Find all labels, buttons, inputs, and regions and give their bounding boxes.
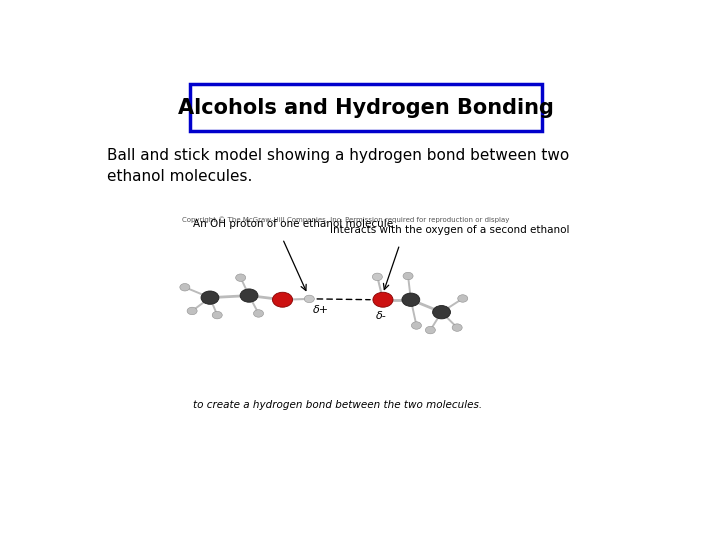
Text: to create a hydrogen bond between the two molecules.: to create a hydrogen bond between the tw…	[193, 400, 482, 409]
Circle shape	[272, 292, 292, 307]
FancyBboxPatch shape	[190, 84, 542, 131]
Circle shape	[433, 306, 451, 319]
Text: δ-: δ-	[376, 311, 387, 321]
Circle shape	[212, 312, 222, 319]
Circle shape	[452, 324, 462, 332]
Text: Alcohols and Hydrogen Bonding: Alcohols and Hydrogen Bonding	[179, 98, 554, 118]
Circle shape	[253, 310, 264, 317]
Circle shape	[372, 273, 382, 281]
Circle shape	[426, 326, 436, 334]
Text: An OH proton of one ethanol molecule: An OH proton of one ethanol molecule	[193, 219, 393, 229]
Circle shape	[187, 307, 197, 315]
Circle shape	[403, 272, 413, 280]
Circle shape	[240, 289, 258, 302]
Circle shape	[411, 322, 421, 329]
Circle shape	[180, 284, 190, 291]
Circle shape	[235, 274, 246, 281]
Text: Ball and stick model showing a hydrogen bond between two
ethanol molecules.: Ball and stick model showing a hydrogen …	[107, 148, 569, 184]
Circle shape	[305, 295, 315, 302]
Circle shape	[458, 295, 468, 302]
Text: Copyright © The McGraw-Hill Companies, Inc. Permission required for reproduction: Copyright © The McGraw-Hill Companies, I…	[182, 216, 510, 223]
Text: δ+: δ+	[313, 305, 329, 315]
Text: interacts with the oxygen of a second ethanol: interacts with the oxygen of a second et…	[330, 225, 570, 235]
Circle shape	[201, 291, 219, 305]
Circle shape	[402, 293, 420, 306]
Circle shape	[373, 292, 393, 307]
